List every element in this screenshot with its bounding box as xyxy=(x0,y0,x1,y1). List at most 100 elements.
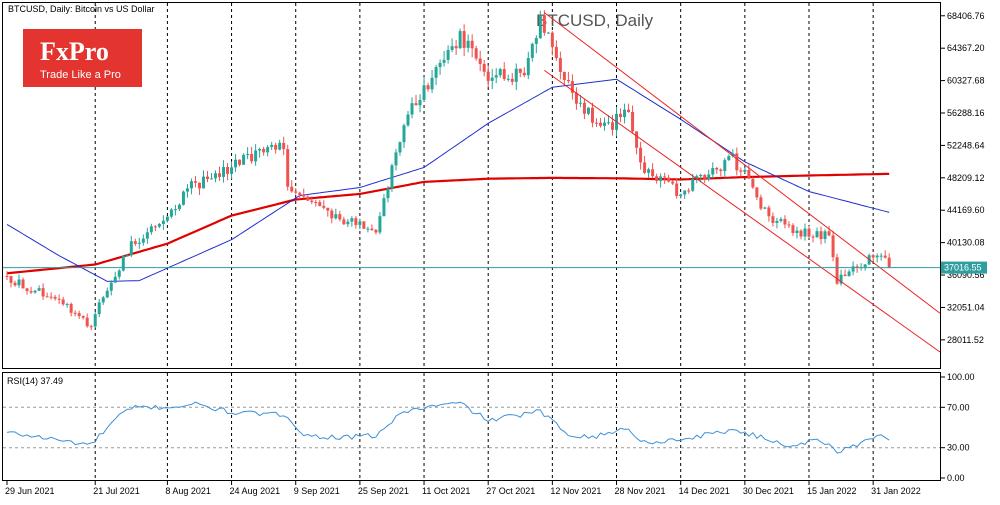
candle-body xyxy=(206,176,209,180)
candle-body xyxy=(819,231,823,240)
candle-body xyxy=(41,288,45,297)
candle-body xyxy=(807,228,811,237)
date-tick-label: 30 Dec 2021 xyxy=(743,486,794,496)
candle-body xyxy=(490,77,494,81)
candle-body xyxy=(667,177,671,182)
current-price-label: 37016.55 xyxy=(944,263,982,273)
candle-body xyxy=(238,159,242,165)
candle-body xyxy=(627,109,631,112)
candle-body xyxy=(254,150,258,162)
vertical-grid xyxy=(94,3,874,480)
candle-body xyxy=(438,62,442,68)
candle-body xyxy=(663,176,667,178)
candle-body xyxy=(827,231,831,236)
candle-body xyxy=(759,197,763,209)
candle-body xyxy=(354,218,358,225)
candle-body xyxy=(185,188,189,192)
candle-body xyxy=(671,181,675,184)
candle-body xyxy=(723,160,727,172)
candle-body xyxy=(234,159,238,168)
candle-body xyxy=(470,40,474,49)
candle-body xyxy=(879,255,883,257)
candle-body xyxy=(486,71,490,81)
candle-body xyxy=(647,169,651,173)
candle-body xyxy=(602,122,606,126)
date-tick-label: 31 Jan 2022 xyxy=(871,486,921,496)
candle-body xyxy=(410,103,414,115)
candle-body xyxy=(306,196,310,201)
rsi-tick-label: 30.00 xyxy=(947,443,970,453)
candle-body xyxy=(659,176,663,181)
candle-body xyxy=(815,231,819,238)
candle-body xyxy=(274,144,278,150)
candle-body xyxy=(97,302,101,315)
candle-body xyxy=(398,142,402,153)
candle-body xyxy=(153,226,157,228)
date-tick-label: 27 Oct 2021 xyxy=(486,486,535,496)
ma-slow-path xyxy=(6,172,890,275)
candle-body xyxy=(639,147,643,163)
date-tick-label: 8 Aug 2021 xyxy=(165,486,211,496)
candle-body xyxy=(586,107,590,114)
rsi-level-lines xyxy=(3,406,940,449)
candle-body xyxy=(49,296,53,298)
candle-body xyxy=(751,178,755,188)
candle-body xyxy=(570,81,574,93)
candle-body xyxy=(298,192,302,195)
candle-body xyxy=(871,255,875,258)
candle-body xyxy=(422,85,426,100)
candle-body xyxy=(635,131,639,148)
candle-body xyxy=(466,40,470,48)
candle-body xyxy=(803,228,807,237)
candle-body xyxy=(45,296,49,298)
candle-body xyxy=(29,291,33,293)
candle-body xyxy=(137,242,141,244)
price-tick-label: 36090.56 xyxy=(947,270,985,280)
candle-body xyxy=(875,255,879,258)
fxpro-logo: FxPro Trade Like a Pro xyxy=(23,29,142,87)
candle-body xyxy=(81,316,85,318)
candle-body xyxy=(117,270,121,277)
candle-body xyxy=(450,46,454,50)
candle-body xyxy=(526,57,530,76)
candle-body xyxy=(687,190,691,192)
candle-body xyxy=(157,223,161,227)
date-tick-label: 12 Nov 2021 xyxy=(550,486,601,496)
price-tick-label: 48209.12 xyxy=(947,173,985,183)
candle-body xyxy=(53,296,57,299)
candle-body xyxy=(246,154,250,156)
candle-body xyxy=(715,167,719,170)
candle-body xyxy=(65,303,69,305)
candle-body xyxy=(747,169,751,179)
candle-body xyxy=(851,266,855,272)
candle-body xyxy=(334,214,338,219)
ma-fast-line xyxy=(6,78,890,282)
candle-body xyxy=(482,63,486,72)
candle-body xyxy=(314,202,318,204)
date-axis: 29 Jun 2021 21 Jul 2021 8 Aug 2021 24 Aug 2… xyxy=(5,481,921,496)
candle-body xyxy=(129,241,133,256)
candle-body xyxy=(125,255,129,257)
candle-body xyxy=(169,209,173,217)
ma-slow-line xyxy=(6,172,890,275)
candle-body xyxy=(414,103,418,106)
date-tick-label: 14 Dec 2021 xyxy=(679,486,730,496)
candle-body xyxy=(763,207,767,209)
chart-watermark-title: BTCUSD, Daily xyxy=(536,11,654,30)
candle-body xyxy=(534,38,538,44)
candle-body xyxy=(863,264,867,268)
candle-body xyxy=(771,216,775,223)
candle-body xyxy=(141,238,145,243)
candle-body xyxy=(250,154,254,162)
candle-body xyxy=(105,290,109,298)
candle-body xyxy=(310,200,314,203)
candle-body xyxy=(506,78,510,80)
candle-body xyxy=(434,67,438,78)
candle-body xyxy=(5,275,9,277)
candle-body xyxy=(518,68,522,73)
candle-body xyxy=(594,122,598,124)
candle-body xyxy=(93,314,97,327)
channel-line xyxy=(544,12,941,314)
candle-body xyxy=(218,173,222,177)
